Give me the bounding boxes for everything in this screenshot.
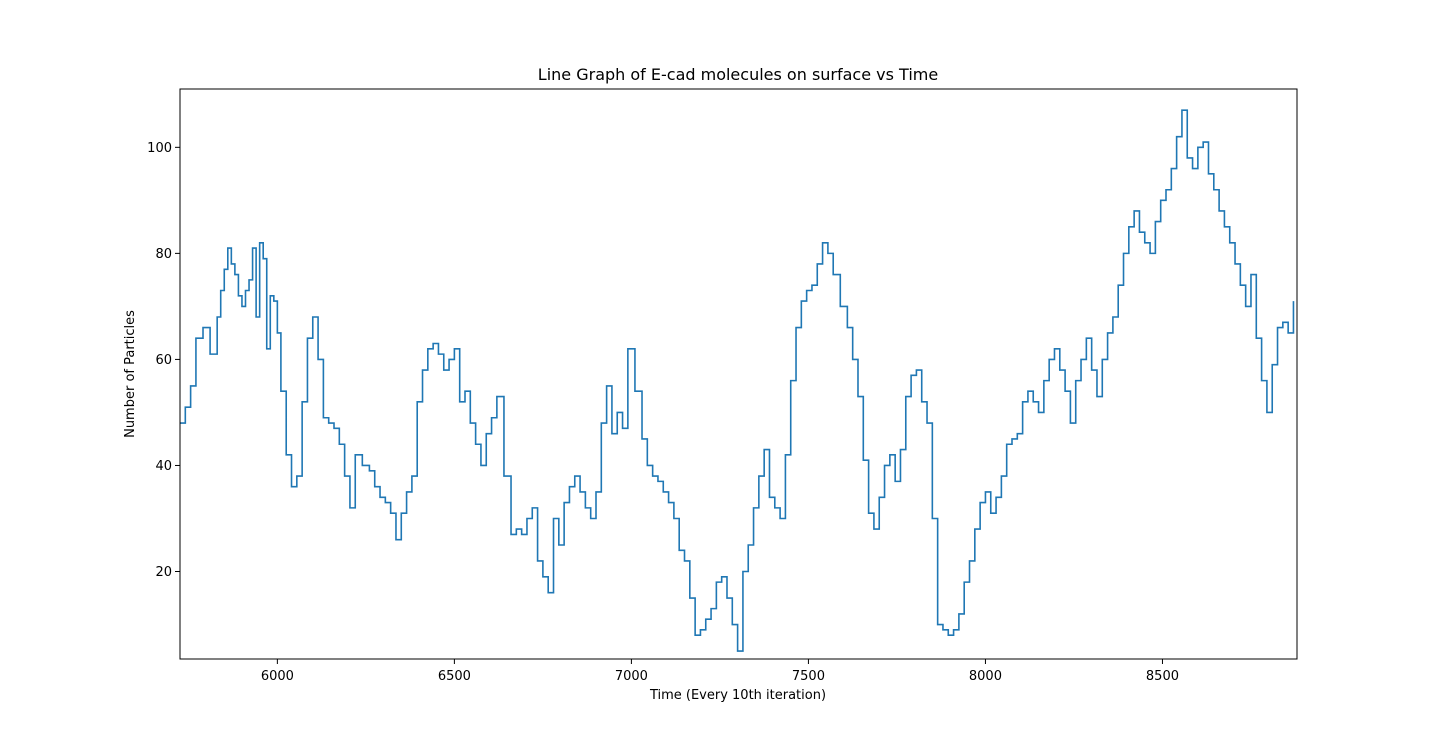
x-tick-label: 7000 — [615, 669, 648, 684]
y-tick-label: 80 — [155, 247, 172, 262]
y-tick-label: 60 — [155, 353, 172, 368]
x-tick-label: 8000 — [969, 669, 1002, 684]
y-axis-label: Number of Particles — [123, 310, 138, 438]
x-tick-label: 6000 — [261, 669, 294, 684]
chart-title: Line Graph of E-cad molecules on surface… — [538, 65, 938, 84]
plot-frame — [179, 88, 1298, 660]
x-tick-label: 6500 — [438, 669, 471, 684]
series-layer — [180, 109, 1295, 652]
plot-area — [179, 88, 1298, 660]
x-axis: 6000 6500 7000 7500 8000 8500 — [261, 659, 1179, 684]
x-tick-label: 7500 — [792, 669, 825, 684]
series-line — [180, 109, 1295, 652]
x-tick-label: 8500 — [1146, 669, 1179, 684]
y-axis: 20 40 60 80 100 — [147, 141, 180, 580]
y-tick-label: 40 — [155, 459, 172, 474]
y-tick-label: 100 — [147, 141, 172, 156]
plot-background — [180, 89, 1297, 659]
x-axis-label: Time (Every 10th iteration) — [649, 688, 826, 703]
y-tick-label: 20 — [155, 565, 172, 580]
